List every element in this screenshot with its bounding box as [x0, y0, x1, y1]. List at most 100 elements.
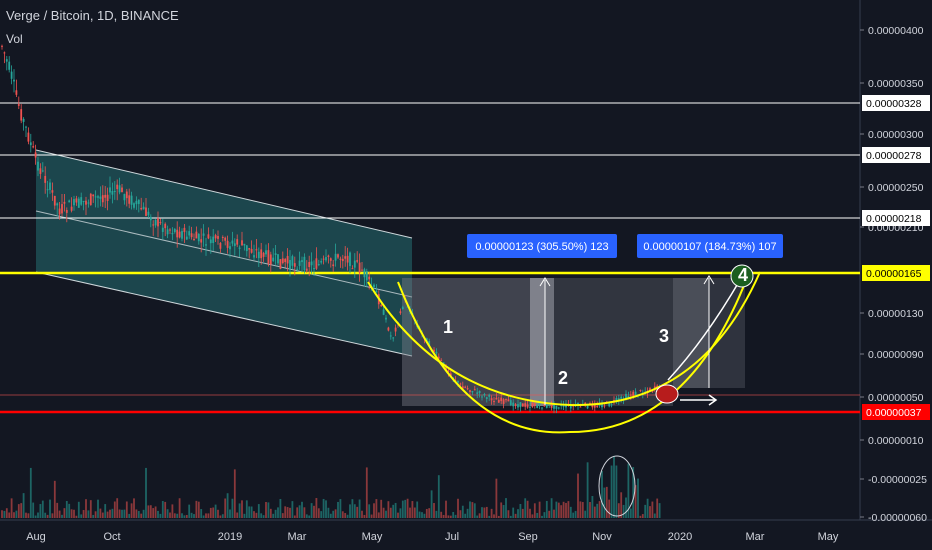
candle-body	[49, 182, 51, 190]
volume-bar	[181, 513, 183, 518]
volume-bar	[406, 498, 409, 518]
volume-bar	[543, 512, 546, 518]
volume-bar	[281, 513, 284, 518]
volume-bar	[639, 515, 642, 518]
volume-bar	[485, 506, 488, 518]
volume-bar	[361, 510, 363, 518]
level-price-box	[862, 147, 930, 163]
candle-body	[128, 195, 131, 204]
candle-body	[34, 152, 37, 158]
volume-bar	[140, 513, 143, 518]
arrow-head-1	[539, 277, 551, 287]
volume-bar	[27, 513, 30, 518]
red-oval-marker	[655, 384, 679, 404]
volume-bar	[77, 501, 80, 518]
x-tick-label: May	[362, 531, 383, 543]
volume-bar	[185, 514, 188, 518]
volume-bar	[598, 501, 601, 518]
volume-bar	[214, 504, 217, 518]
volume-bar	[25, 512, 27, 518]
volume-bar	[574, 510, 577, 518]
volume-bar	[349, 504, 351, 518]
volume-bar	[284, 506, 287, 518]
y-tick-label: 0.00000130	[868, 308, 924, 320]
volume-bar	[176, 513, 179, 518]
y-tick-label: 0.00000090	[868, 349, 924, 361]
volume-bar	[13, 512, 15, 518]
candle-body	[197, 233, 200, 242]
volume-bar	[596, 503, 599, 518]
channel-mid-line	[35, 210, 413, 298]
volume-bar	[320, 511, 323, 518]
level-price-label: 0.00000218	[866, 213, 922, 225]
candle-body	[284, 258, 287, 263]
volume-bar	[497, 515, 500, 518]
volume-bar	[649, 506, 651, 518]
candle-body	[207, 234, 210, 239]
volume-bar	[257, 504, 260, 518]
candle-body	[73, 199, 75, 206]
volume-bar	[401, 500, 404, 518]
channel-lower-line	[35, 271, 413, 357]
volume-bar	[341, 511, 344, 518]
volume-bar	[490, 508, 493, 518]
candle-body	[101, 195, 104, 203]
candle-body	[368, 276, 371, 280]
volume-bar	[389, 507, 392, 518]
volume-bar	[337, 501, 339, 518]
volume-bar	[245, 500, 248, 518]
y-tick-label: 0.00000350	[868, 78, 924, 90]
candle-body	[279, 259, 282, 270]
volume-bar	[610, 465, 613, 518]
candle-body	[171, 233, 174, 235]
candle-body	[61, 204, 63, 214]
arrow-head-2	[703, 275, 715, 285]
volume-bar	[313, 505, 315, 518]
volume-bar	[123, 509, 126, 518]
volume-bar	[627, 463, 630, 518]
candle-body	[166, 229, 169, 235]
candle-body	[538, 402, 541, 406]
candle-body	[147, 211, 150, 216]
candle-body	[356, 260, 359, 262]
volume-bar	[625, 497, 627, 518]
y-tick-label: 0.00000250	[868, 182, 924, 194]
candle-body	[469, 390, 471, 392]
volume-bar	[159, 513, 162, 518]
volume-bar	[397, 512, 399, 518]
volume-bar	[423, 513, 426, 518]
volume-bar	[70, 509, 73, 518]
volume-bar	[97, 499, 99, 518]
volume-bar	[509, 515, 512, 518]
candle-body	[529, 406, 531, 408]
volume-bar	[339, 499, 342, 518]
level-price-box	[862, 210, 930, 226]
trend-arrow-3	[667, 279, 741, 381]
volume-bar	[445, 500, 447, 518]
volume-bar	[591, 496, 594, 518]
candle-body	[178, 231, 181, 238]
volume-bar	[385, 510, 387, 518]
volume-bar	[476, 515, 479, 518]
volume-bar	[238, 503, 241, 518]
candle-body	[15, 90, 18, 95]
candle-body	[169, 229, 171, 231]
candle-body	[87, 202, 90, 204]
volume-bar	[565, 502, 567, 518]
volume-bar	[85, 499, 87, 518]
candle-body	[58, 208, 61, 215]
measure-box-1	[402, 278, 545, 406]
volume-bar	[488, 515, 491, 518]
candle-body	[548, 404, 551, 406]
volume-bar	[125, 501, 128, 518]
candle-body	[298, 260, 301, 266]
volume-bar	[217, 509, 219, 518]
volume-bar	[322, 498, 325, 518]
volume-bar	[603, 487, 606, 518]
volume-bar	[8, 512, 11, 518]
candle-body	[322, 258, 325, 260]
volume-bar	[538, 501, 541, 518]
volume-bar	[56, 502, 59, 518]
